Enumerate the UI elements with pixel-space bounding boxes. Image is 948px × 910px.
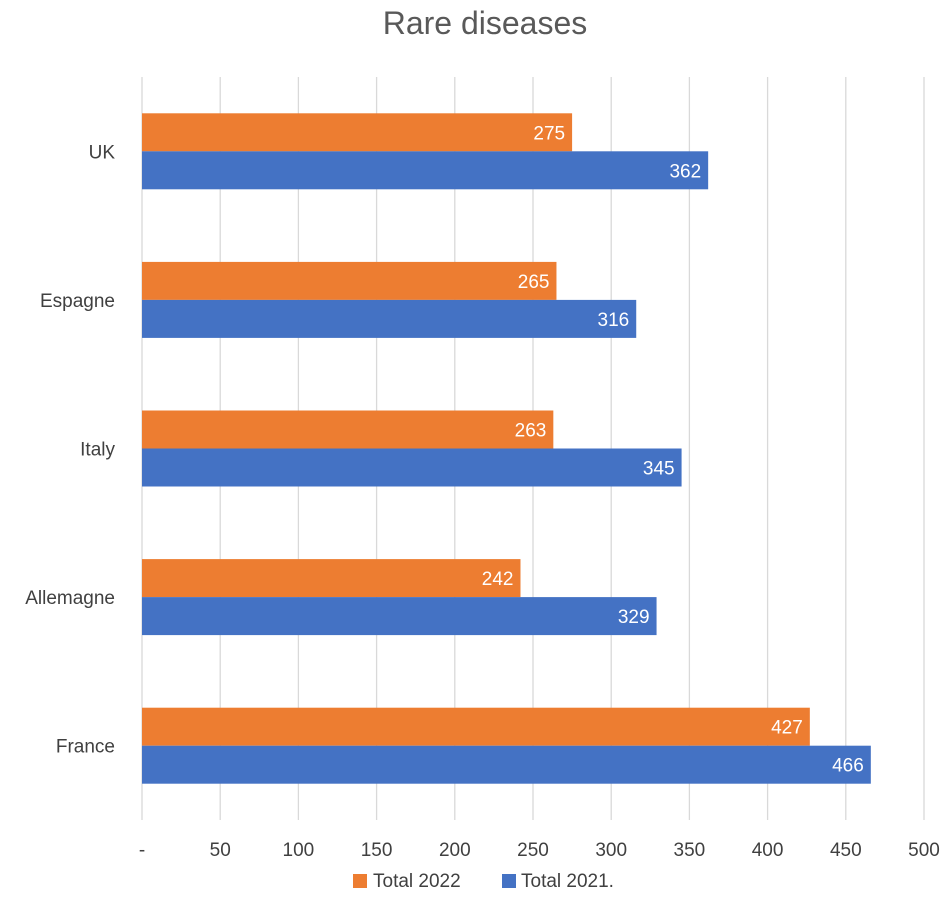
category-label-espagne: Espagne (40, 291, 115, 312)
bar-total-2022-italy (142, 410, 554, 449)
bars (142, 113, 871, 784)
x-tick-label: 100 (283, 840, 315, 861)
data-label-total-2021-italy: 345 (643, 459, 675, 480)
value-axis: - 50 100 150 200 250 300 350 400 450 500 (139, 840, 940, 861)
legend-swatch-total-2022 (353, 874, 367, 888)
data-label-total-2021-allemagne: 329 (618, 607, 650, 628)
chart-title: Rare diseases (383, 5, 588, 41)
x-tick-label: 500 (908, 840, 940, 861)
bar-total-2022-france (142, 707, 810, 746)
data-label-total-2022-france: 427 (771, 718, 803, 739)
category-label-uk: UK (89, 142, 116, 163)
data-label-total-2021-france: 466 (832, 756, 864, 777)
category-label-italy: Italy (80, 440, 115, 461)
bar-total-2021-uk (142, 151, 709, 190)
legend: Total 2022 Total 2021. (353, 871, 614, 892)
legend-label-total-2021: Total 2021. (521, 871, 614, 892)
data-label-total-2022-uk: 275 (533, 123, 565, 144)
data-labels: 275 362 265 316 263 345 242 329 427 466 (482, 123, 864, 776)
bar-total-2021-france (142, 745, 871, 784)
x-tick-label: 250 (517, 840, 549, 861)
x-tick-label: 300 (595, 840, 627, 861)
bar-total-2022-uk (142, 113, 573, 152)
legend-swatch-total-2021 (502, 874, 516, 888)
data-label-total-2021-espagne: 316 (598, 310, 630, 331)
x-tick-label: 200 (439, 840, 471, 861)
data-label-total-2021-uk: 362 (669, 161, 701, 182)
bar-total-2021-espagne (142, 299, 637, 338)
legend-label-total-2022: Total 2022 (373, 871, 461, 892)
category-label-allemagne: Allemagne (25, 588, 115, 609)
data-label-total-2022-espagne: 265 (518, 272, 550, 293)
category-axis: UK Espagne Italy Allemagne France (25, 142, 115, 757)
x-tick-label: 400 (752, 840, 784, 861)
data-label-total-2022-italy: 263 (515, 421, 547, 442)
bar-total-2021-italy (142, 448, 682, 487)
x-tick-label: 350 (674, 840, 706, 861)
category-label-france: France (56, 737, 115, 758)
x-tick-label: 450 (830, 840, 862, 861)
bar-total-2022-allemagne (142, 559, 521, 598)
x-tick-label: 150 (361, 840, 393, 861)
x-tick-label: 50 (210, 840, 231, 861)
x-tick-label: - (139, 840, 145, 861)
bar-total-2022-espagne (142, 261, 557, 300)
data-label-total-2022-allemagne: 242 (482, 569, 514, 590)
bar-total-2021-allemagne (142, 597, 657, 636)
